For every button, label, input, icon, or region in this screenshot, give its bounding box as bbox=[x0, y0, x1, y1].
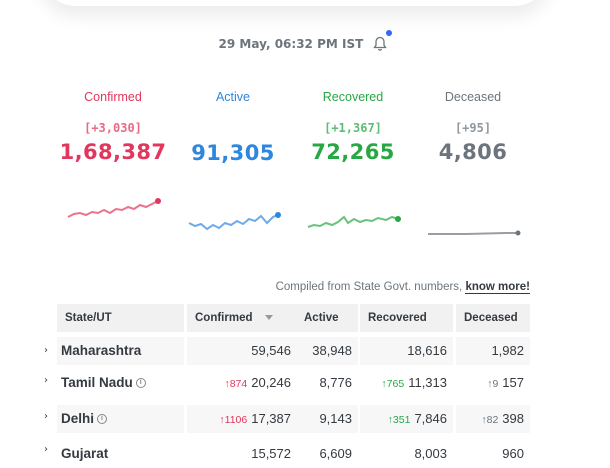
cell-recovered: ↑765 11,313 bbox=[360, 369, 453, 397]
recovered-value: 11,313 bbox=[408, 375, 447, 390]
last-updated: 29 May, 06:32 PM IST bbox=[0, 30, 610, 52]
state-name: Maharashtra bbox=[57, 337, 184, 365]
stat-delta: [+1,367] bbox=[324, 121, 382, 135]
cell-confirmed: ↑1106 17,387 bbox=[187, 405, 297, 433]
cell-confirmed: ↑874 20,246 bbox=[187, 369, 297, 397]
info-icon[interactable]: i bbox=[97, 414, 108, 425]
state-name: Delhi bbox=[61, 411, 95, 426]
confirmed-delta: ↑1106 bbox=[219, 414, 248, 426]
stat-delta bbox=[173, 121, 293, 136]
stat-total: 72,265 bbox=[311, 140, 395, 164]
active-value: 6,609 bbox=[319, 446, 352, 461]
top-panel-edge bbox=[40, 0, 550, 6]
table-row[interactable]: › Tamil Nadu i ↑874 20,246 8,776 ↑765 11,31… bbox=[0, 369, 610, 397]
stat-label: Confirmed bbox=[84, 90, 142, 104]
stat-active: Active 91,305 bbox=[173, 90, 293, 165]
cell-deceased: ↑82 398 bbox=[456, 405, 530, 433]
deceased-value: 157 bbox=[502, 375, 524, 390]
info-icon[interactable]: i bbox=[135, 378, 146, 389]
confirmed-value: 15,572 bbox=[251, 446, 291, 461]
know-more-link[interactable]: know more! bbox=[465, 281, 530, 294]
stat-label: Deceased bbox=[444, 90, 502, 104]
confirmed-value: 59,546 bbox=[251, 343, 291, 358]
stat-recovered: Recovered [+1,367] 72,265 bbox=[293, 90, 413, 164]
stat-total: 91,305 bbox=[191, 141, 275, 165]
cell-confirmed: 15,572 bbox=[187, 440, 297, 468]
state-cell: Tamil Nadu i bbox=[57, 369, 184, 397]
table-row[interactable]: › Delhi i ↑1106 17,387 9,143 ↑351 7,846 ↑82… bbox=[0, 405, 610, 433]
cell-confirmed: 59,546 bbox=[187, 337, 297, 365]
chevron-right-icon[interactable]: › bbox=[44, 345, 48, 356]
stat-delta: [+95] bbox=[454, 121, 492, 135]
deceased-value: 398 bbox=[502, 411, 524, 426]
cell-deceased: ↑9 157 bbox=[456, 369, 530, 397]
chevron-right-icon[interactable]: › bbox=[44, 444, 48, 455]
sparkline-recovered bbox=[307, 215, 401, 228]
table-row[interactable]: › Gujarat 15,572 6,609 8,003 960 bbox=[0, 440, 610, 468]
cell-active: 6,609 bbox=[296, 440, 358, 468]
deceased-delta: ↑9 bbox=[487, 378, 499, 390]
sparkline-deceased bbox=[428, 230, 521, 236]
recovered-delta: ↑351 bbox=[387, 414, 411, 426]
chevron-right-icon[interactable]: › bbox=[44, 375, 48, 386]
stat-label: Active bbox=[215, 90, 251, 104]
recovered-value: 7,846 bbox=[414, 411, 447, 426]
sort-arrow-icon bbox=[264, 315, 273, 321]
state-name: Gujarat bbox=[61, 446, 109, 461]
stat-label: Recovered bbox=[322, 90, 384, 104]
stat-total: 1,68,387 bbox=[59, 140, 167, 164]
header-state[interactable]: State/UT bbox=[57, 304, 184, 332]
stat-deceased: Deceased [+95] 4,806 bbox=[413, 90, 533, 164]
recovered-value: 18,616 bbox=[407, 343, 447, 358]
header-deceased[interactable]: Deceased bbox=[456, 304, 530, 332]
notification-dot bbox=[386, 30, 393, 36]
sparkline-confirmed bbox=[67, 198, 161, 218]
active-value: 9,143 bbox=[319, 411, 352, 426]
last-updated-timestamp: 29 May, 06:32 PM IST bbox=[218, 37, 364, 51]
state-cell: Delhi i bbox=[57, 405, 184, 433]
header-confirmed[interactable]: Confirmed bbox=[187, 304, 297, 332]
deceased-delta: ↑82 bbox=[481, 414, 499, 426]
recovered-delta: ↑765 bbox=[381, 378, 405, 390]
table-row[interactable]: › Maharashtra 59,546 38,948 18,616 1,982 bbox=[0, 337, 610, 365]
cell-recovered: ↑351 7,846 bbox=[360, 405, 453, 433]
cell-active: 38,948 bbox=[296, 337, 358, 365]
deceased-value: 960 bbox=[502, 446, 524, 461]
confirmed-delta: ↑874 bbox=[224, 378, 248, 390]
bell-icon[interactable] bbox=[373, 30, 393, 52]
deceased-value: 1,982 bbox=[491, 343, 524, 358]
state-name: Tamil Nadu bbox=[61, 375, 133, 390]
table-header: State/UT Confirmed Active Recovered Dece… bbox=[0, 304, 610, 332]
cell-active: 9,143 bbox=[296, 405, 358, 433]
stat-delta: [+3,030] bbox=[84, 121, 142, 135]
cell-recovered: 18,616 bbox=[360, 337, 453, 365]
stat-confirmed: Confirmed [+3,030] 1,68,387 bbox=[53, 90, 173, 164]
cell-deceased: 1,982 bbox=[456, 337, 530, 365]
header-active[interactable]: Active bbox=[296, 304, 358, 332]
active-value: 38,948 bbox=[312, 343, 352, 358]
chevron-right-icon[interactable]: › bbox=[44, 411, 48, 422]
header-recovered[interactable]: Recovered bbox=[360, 304, 453, 332]
compiled-note: Compiled from State Govt. numbers, know … bbox=[275, 281, 530, 294]
cell-recovered: 8,003 bbox=[360, 440, 453, 468]
confirmed-value: 20,246 bbox=[251, 375, 291, 390]
cell-active: 8,776 bbox=[296, 369, 358, 397]
compiled-text: Compiled from State Govt. numbers, bbox=[275, 281, 463, 293]
cell-deceased: 960 bbox=[456, 440, 530, 468]
recovered-value: 8,003 bbox=[414, 446, 447, 461]
header-confirmed-label: Confirmed bbox=[195, 312, 253, 324]
sparkline-active bbox=[188, 212, 281, 231]
active-value: 8,776 bbox=[319, 375, 352, 390]
confirmed-value: 17,387 bbox=[251, 411, 291, 426]
stat-total: 4,806 bbox=[438, 140, 508, 164]
